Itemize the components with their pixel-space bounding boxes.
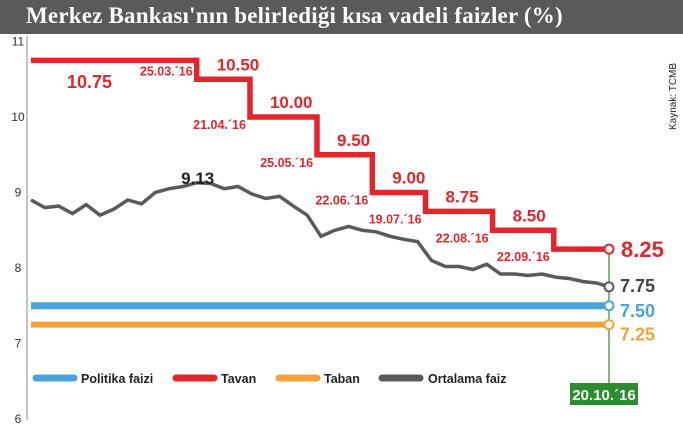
- y-tick-label: 8: [15, 261, 22, 275]
- step-date-label: 22.06.´16: [315, 194, 368, 208]
- step-date-label: 25.05.´16: [260, 156, 313, 170]
- chart-title: Merkez Bankası'nın belirlediği kısa vade…: [26, 3, 563, 28]
- end-label-ortalama: 7.75: [620, 276, 655, 296]
- step-date-label: 25.03.´16: [140, 64, 193, 78]
- title-bar: Merkez Bankası'nın belirlediği kısa vade…: [0, 0, 683, 34]
- y-tick-label: 10: [11, 110, 25, 124]
- step-value-label: 10.50: [217, 55, 260, 74]
- end-marker-politika: [603, 300, 615, 312]
- end-marker-taban: [603, 319, 615, 331]
- start-label: 10.75: [67, 72, 112, 92]
- y-tick-label: 6: [15, 412, 22, 426]
- end-marker-ortalama: [603, 281, 615, 293]
- step-value-label: 9.50: [337, 131, 370, 150]
- peak-label: 9.13: [181, 169, 214, 188]
- legend-label-taban: Taban: [324, 372, 360, 386]
- end-date-label: 20.10.´16: [572, 387, 635, 404]
- legend-label-politika: Politika faizi: [81, 372, 153, 386]
- y-tick-label: 11: [12, 35, 25, 49]
- step-date-label: 21.04.´16: [193, 118, 246, 132]
- step-value-label: 8.75: [446, 187, 479, 206]
- y-tick-label: 9: [15, 186, 22, 200]
- step-date-label: 22.09.´16: [497, 250, 550, 264]
- end-label-tavan: 8.25: [621, 237, 664, 262]
- legend-label-ortalama: Ortalama faiz: [428, 372, 507, 386]
- step-value-label: 8.50: [513, 206, 546, 225]
- end-marker-tavan: [603, 243, 615, 255]
- y-tick-label: 7: [15, 337, 22, 351]
- step-value-label: 9.00: [392, 169, 425, 188]
- source-label: Kaynak: TCMB: [668, 63, 679, 130]
- end-date-box: [570, 383, 638, 405]
- end-label-taban: 7.25: [620, 325, 655, 345]
- step-value-label: 10.00: [270, 93, 313, 112]
- series-line-tavan: [31, 57, 609, 252]
- step-date-label: 22.08.´16: [436, 231, 489, 245]
- legend-label-tavan: Tavan: [221, 372, 256, 386]
- end-label-politika: 7.50: [620, 301, 655, 321]
- series-line-ortalama: [30, 180, 610, 289]
- step-date-label: 19.07.´16: [369, 212, 422, 226]
